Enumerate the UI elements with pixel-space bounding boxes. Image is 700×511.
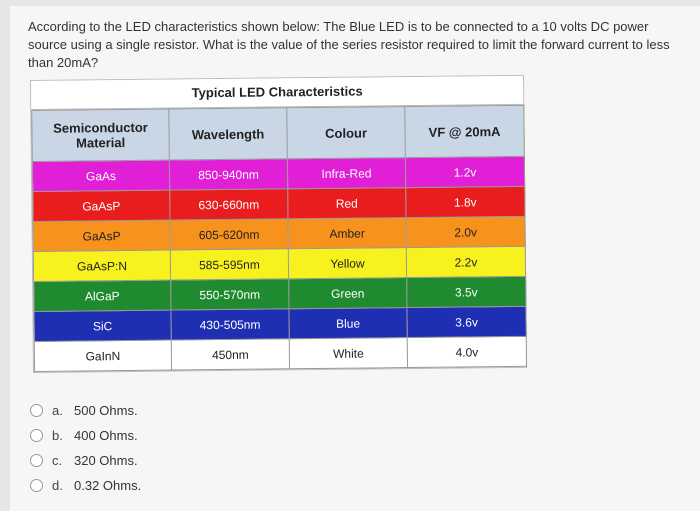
cell-vf: 2.0v [405, 216, 526, 248]
header-vf: VF @ 20mA [404, 105, 525, 158]
cell-material: AlGaP [33, 280, 171, 312]
header-wavelength: Wavelength [168, 107, 288, 161]
cell-colour: Blue [288, 307, 408, 339]
led-table: Semiconductor Material Wavelength Colour… [31, 105, 527, 372]
cell-wavelength: 630-660nm [169, 188, 288, 221]
cell-vf: 1.8v [405, 186, 525, 218]
cell-wavelength: 450nm [171, 338, 290, 371]
cell-colour: Infra-Red [287, 157, 406, 189]
option-d[interactable]: d. 0.32 Ohms. [30, 473, 141, 498]
cell-material: GaInN [34, 340, 172, 372]
cell-colour: Amber [287, 217, 407, 249]
cell-material: GaAsP [32, 220, 171, 252]
cell-wavelength: 605-620nm [169, 218, 289, 251]
option-c[interactable]: c. 320 Ohms. [30, 448, 141, 473]
table-row: GaInN 450nm White 4.0v [34, 336, 527, 372]
header-material: Semiconductor Material [31, 109, 170, 162]
cell-colour: Green [288, 277, 407, 309]
radio-button[interactable] [30, 454, 43, 467]
option-b[interactable]: b. 400 Ohms. [30, 423, 141, 448]
cell-vf: 4.0v [407, 336, 527, 368]
radio-button[interactable] [30, 429, 43, 442]
cell-vf: 2.2v [406, 246, 526, 278]
cell-wavelength: 550-570nm [170, 278, 289, 311]
cell-vf: 3.5v [406, 276, 526, 308]
radio-button[interactable] [30, 404, 43, 417]
cell-vf: 3.6v [406, 306, 527, 338]
option-letter: c. [52, 453, 63, 468]
cell-material: GaAsP:N [33, 250, 171, 282]
cell-colour: Red [287, 187, 406, 219]
cell-material: SiC [33, 310, 172, 342]
cell-wavelength: 850-940nm [169, 158, 288, 191]
option-a[interactable]: a. 500 Ohms. [30, 398, 141, 423]
option-label: 500 Ohms. [74, 403, 138, 418]
cell-colour: Yellow [288, 247, 407, 279]
table-header-row: Semiconductor Material Wavelength Colour… [31, 105, 525, 162]
radio-button[interactable] [30, 479, 43, 492]
option-letter: a. [52, 403, 63, 418]
header-colour: Colour [286, 106, 406, 159]
option-letter: d. [52, 478, 63, 493]
cell-colour: White [289, 337, 408, 369]
led-characteristics-figure: Typical LED Characteristics Semiconducto… [30, 74, 528, 373]
option-label: 0.32 Ohms. [74, 478, 142, 493]
answer-options: a. 500 Ohms. b. 400 Ohms. c. 320 Ohms. d… [30, 398, 141, 498]
cell-wavelength: 430-505nm [170, 308, 290, 341]
question-text: According to the LED characteristics sho… [28, 19, 670, 70]
option-label: 320 Ohms. [74, 453, 138, 468]
option-label: 400 Ohms. [74, 428, 138, 443]
cell-material: GaAs [32, 160, 170, 192]
cell-vf: 1.2v [405, 156, 525, 188]
cell-wavelength: 585-595nm [170, 248, 289, 281]
cell-material: GaAsP [32, 190, 170, 222]
option-letter: b. [52, 428, 63, 443]
